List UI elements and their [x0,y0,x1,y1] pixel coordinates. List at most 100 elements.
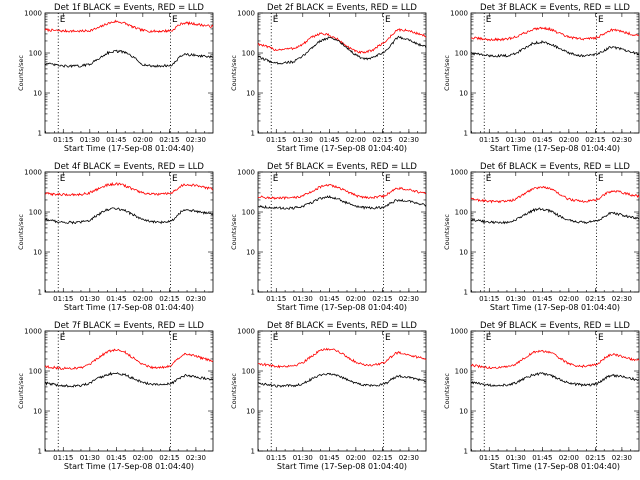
plot-frame [44,330,214,452]
y-tick-label: 1000 [24,10,42,18]
event-marker-label: E [60,174,66,184]
x-tick-label: 01:15 [479,295,499,303]
x-tick-label: 01:15 [479,136,499,144]
y-tick-label: 1000 [24,328,42,336]
panel-title: Det 2f BLACK = Events, RED = LLD [267,3,417,13]
x-tick-label: 02:30 [612,295,632,303]
y-tick-label: 10 [459,90,468,98]
event-marker-label: E [598,333,604,343]
event-marker-label: E [486,333,492,343]
y-tick-label: 10 [459,408,468,416]
x-tick-label: 02:30 [186,136,206,144]
x-tick-label: 02:00 [133,295,153,303]
x-tick-label: 01:30 [80,454,100,462]
event-marker-label: E [486,174,492,184]
events-series-line [470,40,640,58]
x-axis-label: Start Time (17-Sep-08 01:04:40) [277,144,407,153]
y-tick-label: 10 [33,90,42,98]
x-tick-label: 02:15 [372,136,392,144]
plot-frame [470,12,640,134]
y-tick-label: 100 [242,368,255,376]
x-tick-label: 01:15 [266,136,286,144]
y-tick-label: 100 [242,50,255,58]
x-tick-label: 01:15 [53,454,73,462]
events-series-line [470,372,639,388]
lld-series-line [257,28,427,55]
lld-series-line [470,185,640,204]
event-marker-label: E [60,15,66,25]
panel-det-7: Det 7f BLACK = Events, RED = LLD 1 10 100 10… [17,321,214,471]
panel-title: Det 9f BLACK = Events, RED = LLD [480,321,630,331]
y-tick-label: 100 [29,209,42,217]
y-tick-label: 1 [464,130,468,138]
panel-det-9: Det 9f BLACK = Events, RED = LLD 1 10 100 10… [443,321,640,471]
x-tick-label: 02:00 [133,136,153,144]
x-tick-label: 02:15 [159,454,179,462]
y-tick-label: 1 [251,289,255,297]
x-tick-label: 01:30 [293,295,313,303]
x-tick-label: 02:00 [559,295,579,303]
x-tick-label: 01:45 [532,295,552,303]
panel-det-4: Det 4f BLACK = Events, RED = LLD 1 10 100 10… [17,162,214,312]
y-tick-label: 100 [29,50,42,58]
event-marker-label: E [172,333,178,343]
plot-frame [257,12,427,134]
x-tick-label: 01:15 [266,454,286,462]
event-marker-label: E [273,333,279,343]
x-tick-label: 01:30 [506,136,526,144]
x-axis-label: Start Time (17-Sep-08 01:04:40) [64,303,194,312]
y-axis-label: Counts/sec [17,214,25,250]
y-axis-label: Counts/sec [230,55,238,91]
x-tick-label: 01:30 [506,295,526,303]
events-series-line [257,35,427,65]
plot-frame [257,171,427,293]
y-tick-label: 100 [455,368,468,376]
y-tick-label: 10 [246,408,255,416]
lld-series-line [44,181,214,197]
lld-series-line [44,348,214,371]
lld-series-line [44,19,214,34]
y-tick-label: 1000 [450,10,468,18]
x-tick-label: 02:15 [585,295,605,303]
x-tick-label: 02:15 [159,136,179,144]
x-axis-label: Start Time (17-Sep-08 01:04:40) [490,144,620,153]
event-marker-label: E [60,333,66,343]
panel-det-5: Det 5f BLACK = Events, RED = LLD 1 10 100 10… [230,162,427,312]
lld-series-line [257,347,427,369]
x-tick-label: 02:15 [585,454,605,462]
x-axis-label: Start Time (17-Sep-08 01:04:40) [64,144,194,153]
y-axis-label: Counts/sec [17,373,25,409]
event-marker-label: E [385,15,391,25]
x-tick-label: 01:45 [106,295,126,303]
events-series-line [257,195,427,210]
events-series-line [44,49,214,69]
x-tick-label: 01:30 [80,136,100,144]
y-tick-label: 100 [455,50,468,58]
y-tick-label: 1000 [237,10,255,18]
event-marker-label: E [172,15,178,25]
x-tick-label: 02:00 [559,136,579,144]
x-tick-label: 01:30 [293,454,313,462]
y-tick-label: 10 [33,408,42,416]
x-axis-label: Start Time (17-Sep-08 01:04:40) [64,462,194,471]
y-axis-label: Counts/sec [443,55,451,91]
plot-frame [44,171,214,293]
x-tick-label: 02:15 [585,136,605,144]
panel-det-8: Det 8f BLACK = Events, RED = LLD 1 10 100 10… [230,321,427,471]
panel-title: Det 4f BLACK = Events, RED = LLD [54,162,204,172]
x-axis-label: Start Time (17-Sep-08 01:04:40) [277,303,407,312]
x-tick-label: 01:15 [479,454,499,462]
y-axis-label: Counts/sec [230,214,238,250]
panel-det-6: Det 6f BLACK = Events, RED = LLD 1 10 100 10… [443,162,640,312]
y-tick-label: 1 [251,448,255,456]
event-marker-label: E [273,174,279,184]
y-axis-label: Counts/sec [17,55,25,91]
event-marker-label: E [486,15,492,25]
x-tick-label: 01:30 [506,454,526,462]
y-tick-label: 1000 [450,328,468,336]
events-series-line [257,372,427,388]
panel-det-1: Det 1f BLACK = Events, RED = LLD 1 10 100 10… [17,3,214,153]
panel-title: Det 3f BLACK = Events, RED = LLD [480,3,630,13]
plot-frame [470,330,640,452]
x-tick-label: 01:30 [80,295,100,303]
